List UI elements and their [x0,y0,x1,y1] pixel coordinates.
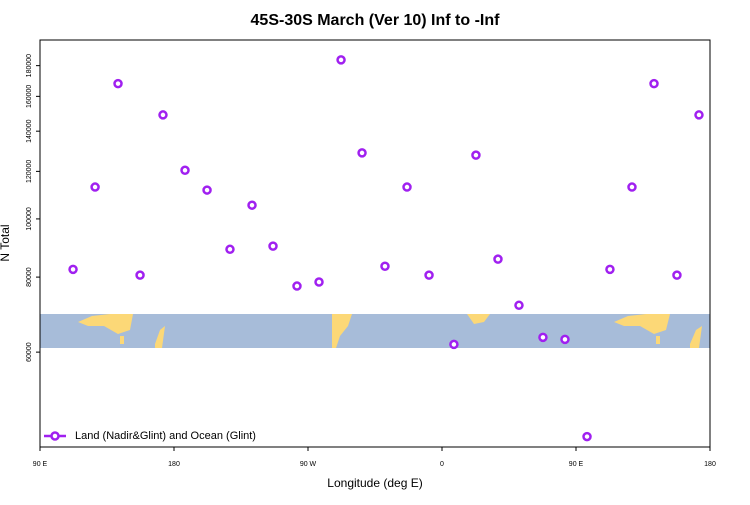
legend-label: Land (Nadir&Glint) and Ocean (Glint) [75,430,256,442]
point [113,78,123,89]
point [292,281,302,291]
y-tick-label: 120000 [26,160,33,183]
x-tick-label: 90 E [33,461,48,468]
point [672,270,682,280]
point [605,264,615,275]
y-tick-label: 160000 [26,85,33,108]
x-tick-label: 180 [704,461,716,468]
x-tick-label: 90 W [300,461,317,468]
point [649,78,659,89]
point [225,244,235,255]
point [158,110,168,120]
point [90,182,100,192]
y-tick-label: 140000 [26,119,33,142]
point [336,55,346,65]
x-tick-label: 0 [440,461,444,468]
point [694,110,704,120]
legend-marker [50,431,60,441]
y-tick-label: 100000 [26,207,33,230]
point [627,182,637,192]
point [471,150,481,160]
point [402,182,412,192]
point [68,264,78,275]
point [314,277,324,287]
plot-frame [39,39,711,448]
y-tick-label: 180000 [26,54,33,77]
point [180,165,190,176]
point [424,270,434,280]
point [247,200,257,210]
point [135,270,145,280]
point [380,261,390,272]
x-tick-label: 180 [168,461,180,468]
chart-title: 45S-30S March (Ver 10) Inf to -Inf [251,12,501,29]
y-tick-label: 60000 [26,342,33,362]
point [514,300,524,311]
point [582,431,592,442]
point [357,148,367,158]
point [202,185,212,195]
y-tick-label: 80000 [26,267,33,287]
point [560,334,570,345]
y-axis-label: N Total [0,224,12,261]
point [493,254,503,264]
point [449,339,459,350]
x-tick-label: 90 E [569,461,584,468]
x-axis-label: Longitude (deg E) [327,476,422,490]
map-strip [40,314,710,348]
point [538,332,548,343]
point [268,241,278,251]
